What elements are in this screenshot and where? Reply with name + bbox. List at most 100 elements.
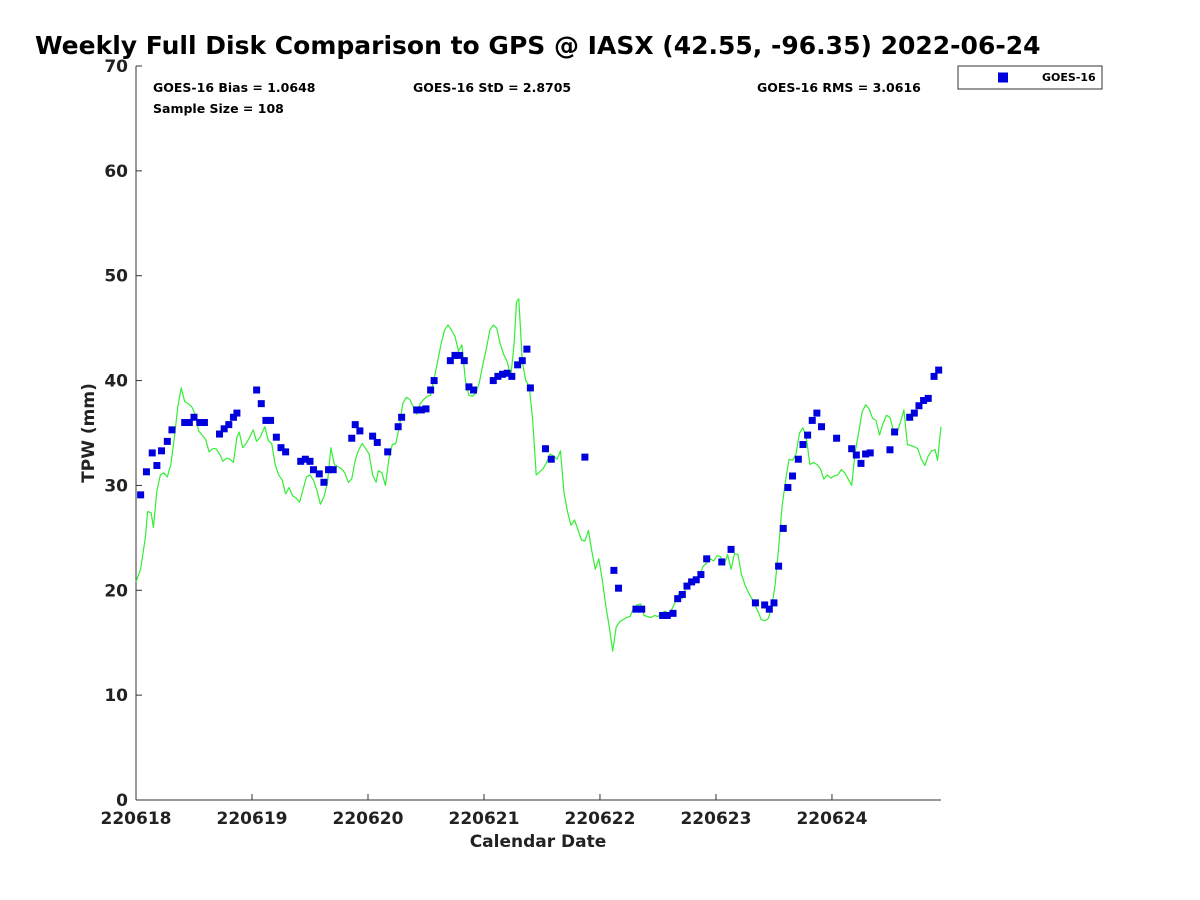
legend-box bbox=[957, 65, 1103, 90]
goes16-point bbox=[456, 351, 464, 359]
goes16-point bbox=[610, 566, 618, 574]
goes16-point bbox=[906, 413, 914, 421]
goes16-point bbox=[615, 584, 623, 592]
y-axis-label: TPW (mm) bbox=[79, 383, 99, 483]
goes16-point bbox=[818, 423, 826, 431]
goes16-point bbox=[915, 402, 923, 410]
goes16-point bbox=[891, 428, 899, 436]
goes16-point bbox=[356, 427, 364, 435]
goes16-point bbox=[514, 361, 522, 369]
goes16-point bbox=[489, 377, 497, 385]
x-axis-label: Calendar Date bbox=[470, 832, 607, 852]
goes16-point bbox=[262, 416, 270, 424]
y-tick-label: 0 bbox=[116, 791, 128, 811]
sample-size-stat: Sample Size = 108 bbox=[153, 101, 284, 116]
goes16-point bbox=[465, 383, 473, 391]
goes16-point bbox=[779, 524, 787, 532]
gps-tpw-line bbox=[135, 298, 942, 652]
goes16-point bbox=[761, 601, 769, 609]
goes16-point bbox=[683, 582, 691, 590]
goes16-point bbox=[804, 431, 812, 439]
goes16-point bbox=[935, 366, 943, 374]
goes16-point bbox=[765, 605, 773, 613]
x-tick-label: 220619 bbox=[217, 809, 288, 829]
goes16-point bbox=[866, 449, 874, 457]
goes16-point bbox=[373, 438, 381, 446]
goes16-point bbox=[813, 409, 821, 417]
goes16-point bbox=[282, 448, 290, 456]
goes16-point bbox=[703, 555, 711, 563]
goes16-point bbox=[413, 406, 421, 414]
goes16-point bbox=[257, 400, 265, 408]
goes16-point bbox=[451, 351, 459, 359]
goes16-point bbox=[547, 455, 555, 463]
goes16-point bbox=[692, 576, 700, 584]
x-tick-label: 220623 bbox=[680, 809, 751, 829]
goes16-point bbox=[137, 491, 145, 499]
goes16-point bbox=[306, 457, 314, 465]
chart-title: Weekly Full Disk Comparison to GPS @ IAS… bbox=[35, 31, 1041, 60]
x-tick-label: 220621 bbox=[448, 809, 519, 829]
goes16-point bbox=[398, 413, 406, 421]
goes16-point bbox=[216, 430, 224, 438]
goes16-point bbox=[857, 459, 865, 467]
goes16-point bbox=[924, 394, 932, 402]
goes16-point bbox=[718, 558, 726, 566]
y-tick-label: 40 bbox=[104, 372, 128, 392]
goes16-point bbox=[470, 386, 478, 394]
goes16-point bbox=[930, 372, 938, 380]
goes16-point bbox=[770, 599, 778, 607]
goes16-point bbox=[348, 434, 356, 442]
goes16-point bbox=[148, 449, 156, 457]
goes16-point bbox=[784, 484, 792, 492]
bias-stat: GOES-16 Bias = 1.0648 bbox=[153, 80, 315, 95]
goes16-point bbox=[430, 377, 438, 385]
legend-label-goes16: GOES-16 bbox=[1042, 71, 1096, 84]
legend: GOES-16 bbox=[957, 65, 1103, 90]
goes16-point bbox=[503, 369, 511, 377]
goes16-point bbox=[794, 455, 802, 463]
goes16-point bbox=[142, 468, 150, 476]
legend-marker-goes16 bbox=[998, 72, 1008, 83]
goes16-point bbox=[862, 450, 870, 458]
goes16-point bbox=[727, 545, 735, 553]
goes16-point bbox=[181, 419, 189, 427]
goes16-point bbox=[351, 421, 359, 429]
goes16-point bbox=[886, 446, 894, 454]
goes16-point bbox=[663, 611, 671, 619]
goes16-point bbox=[848, 445, 856, 453]
x-tick-label: 220620 bbox=[332, 809, 403, 829]
x-tick-label: 220618 bbox=[101, 809, 172, 829]
goes16-point bbox=[153, 462, 161, 470]
x-ticks: 220618 220619 220620 220621 220622 220623 2206… bbox=[101, 794, 868, 829]
goes16-point bbox=[674, 595, 682, 603]
goes16-point bbox=[384, 448, 392, 456]
goes16-point bbox=[581, 453, 589, 461]
y-tick-label: 60 bbox=[104, 162, 128, 182]
goes16-point bbox=[267, 416, 275, 424]
goes16-point bbox=[499, 370, 507, 378]
goes16-point bbox=[920, 396, 928, 404]
goes16-point bbox=[394, 423, 402, 431]
y-tick-label: 30 bbox=[104, 476, 128, 496]
goes16-point bbox=[910, 409, 918, 417]
y-tick-label: 20 bbox=[104, 581, 128, 601]
goes16-point bbox=[632, 605, 640, 613]
goes16-point bbox=[775, 562, 783, 570]
goes16-point bbox=[751, 599, 759, 607]
gps-tpw-line-group bbox=[135, 298, 942, 652]
goes16-point bbox=[185, 419, 193, 427]
goes16-point bbox=[163, 437, 171, 445]
goes16-point bbox=[523, 345, 531, 353]
goes16-point bbox=[220, 425, 228, 433]
goes16-point bbox=[417, 406, 425, 414]
goes16-point bbox=[369, 432, 377, 440]
goes16-point bbox=[253, 386, 261, 394]
goes16-point bbox=[688, 578, 696, 586]
goes16-point bbox=[526, 384, 534, 392]
goes16-points-group bbox=[137, 345, 943, 619]
y-ticks: 0 10 20 30 40 50 60 70 bbox=[104, 57, 142, 811]
y-tick-label: 70 bbox=[104, 57, 128, 77]
x-tick-label: 220622 bbox=[564, 809, 635, 829]
